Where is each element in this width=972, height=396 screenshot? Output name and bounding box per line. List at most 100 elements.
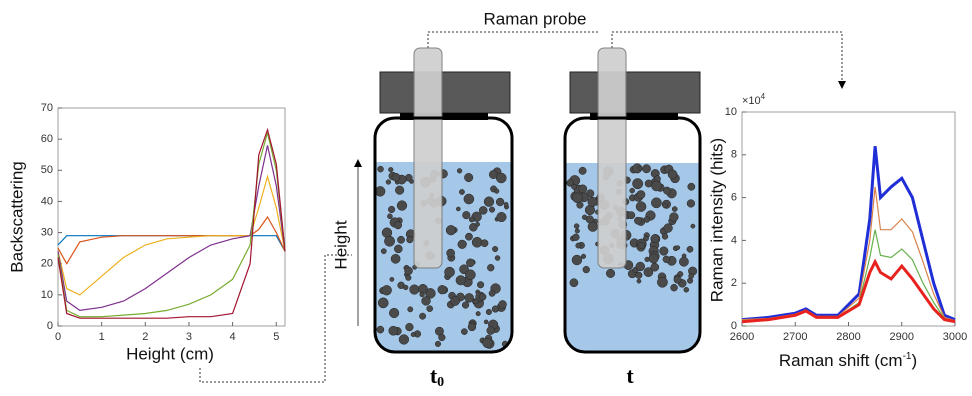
x-tick-label: 4 bbox=[230, 331, 236, 343]
x-tick-label: 2 bbox=[142, 331, 148, 343]
particle bbox=[634, 216, 642, 225]
particle bbox=[637, 165, 643, 171]
particle bbox=[671, 206, 678, 212]
particle bbox=[489, 206, 496, 213]
particle bbox=[572, 233, 580, 241]
vial-label: t bbox=[626, 363, 634, 388]
particle bbox=[467, 322, 477, 332]
particle bbox=[388, 325, 399, 336]
y-axis-label: Raman intensity (hits) bbox=[707, 138, 726, 302]
x-axis-label: Height (cm) bbox=[126, 344, 214, 363]
particle bbox=[662, 255, 670, 263]
particle bbox=[457, 239, 467, 249]
particle bbox=[494, 255, 501, 261]
particle bbox=[663, 186, 672, 195]
particle bbox=[437, 285, 447, 295]
particle bbox=[635, 261, 645, 272]
y-tick-label: 10 bbox=[725, 106, 737, 118]
particle bbox=[485, 308, 492, 316]
particle bbox=[456, 206, 461, 212]
data-line bbox=[57, 132, 286, 318]
particle bbox=[578, 166, 587, 175]
particle bbox=[643, 267, 654, 277]
connectors bbox=[199, 31, 846, 383]
data-line bbox=[57, 127, 286, 319]
plot-area bbox=[57, 107, 286, 327]
particle bbox=[686, 199, 696, 208]
x-tick-label: 3 bbox=[186, 331, 192, 343]
particle bbox=[426, 305, 434, 312]
probe-connector bbox=[427, 31, 600, 48]
particle bbox=[688, 273, 694, 279]
particle bbox=[572, 192, 583, 204]
x-tick-label: 2700 bbox=[783, 331, 807, 343]
particle bbox=[637, 241, 646, 250]
particle bbox=[483, 196, 495, 207]
particle bbox=[376, 325, 385, 334]
data-line bbox=[741, 258, 956, 324]
particle bbox=[675, 245, 681, 250]
particle bbox=[394, 244, 403, 254]
particle bbox=[388, 167, 394, 173]
particle bbox=[473, 298, 479, 305]
particle bbox=[461, 301, 470, 309]
particle bbox=[397, 235, 405, 244]
particle bbox=[377, 165, 384, 173]
particle bbox=[381, 285, 392, 296]
particle bbox=[471, 236, 483, 248]
particle bbox=[475, 311, 481, 317]
particle bbox=[635, 201, 647, 212]
data-line bbox=[57, 145, 286, 312]
particle bbox=[403, 284, 409, 291]
probe bbox=[597, 47, 627, 269]
particle bbox=[384, 235, 395, 247]
particle bbox=[571, 254, 583, 266]
x-tick-label: 2800 bbox=[836, 331, 860, 343]
particle bbox=[389, 307, 400, 319]
vial bbox=[373, 47, 514, 354]
y-tick-label: 40 bbox=[41, 195, 53, 207]
particle bbox=[495, 197, 505, 207]
y-tick-label: 60 bbox=[41, 133, 53, 145]
particle bbox=[464, 173, 474, 183]
particle bbox=[389, 277, 395, 282]
particle bbox=[465, 269, 476, 281]
particle bbox=[670, 283, 678, 292]
particle bbox=[421, 296, 431, 306]
particle bbox=[686, 245, 694, 253]
y-tick-label: 10 bbox=[41, 289, 53, 301]
particle bbox=[385, 179, 392, 185]
height-label: Height bbox=[331, 220, 350, 269]
particle bbox=[679, 256, 689, 267]
particle bbox=[380, 248, 387, 255]
x-axis-label: Raman shift (cm-1) bbox=[779, 351, 917, 371]
particle bbox=[425, 288, 436, 299]
particle bbox=[396, 200, 408, 211]
y-tick-label: 8 bbox=[731, 149, 737, 161]
particle bbox=[648, 253, 659, 264]
particle bbox=[465, 232, 473, 241]
particle bbox=[627, 211, 636, 220]
y-axis-label: Backscattering bbox=[7, 161, 26, 273]
vial-label: t0 bbox=[430, 363, 444, 390]
particle bbox=[486, 326, 496, 335]
cap bbox=[569, 71, 701, 114]
particle bbox=[683, 287, 690, 293]
y-tick-label: 0 bbox=[47, 320, 53, 332]
particle bbox=[587, 196, 598, 207]
particle bbox=[464, 293, 474, 303]
particle bbox=[475, 221, 480, 227]
particle bbox=[606, 268, 616, 278]
particle bbox=[582, 265, 590, 274]
probe-label: Raman probe bbox=[483, 9, 586, 28]
x-tick-label: 5 bbox=[273, 331, 279, 343]
particle bbox=[482, 337, 493, 348]
particle bbox=[498, 300, 507, 309]
particle bbox=[573, 223, 580, 229]
particle bbox=[405, 322, 414, 332]
particle bbox=[651, 180, 662, 192]
particle bbox=[663, 223, 673, 233]
particle bbox=[578, 184, 588, 194]
y-scale: ×104 bbox=[742, 92, 766, 107]
